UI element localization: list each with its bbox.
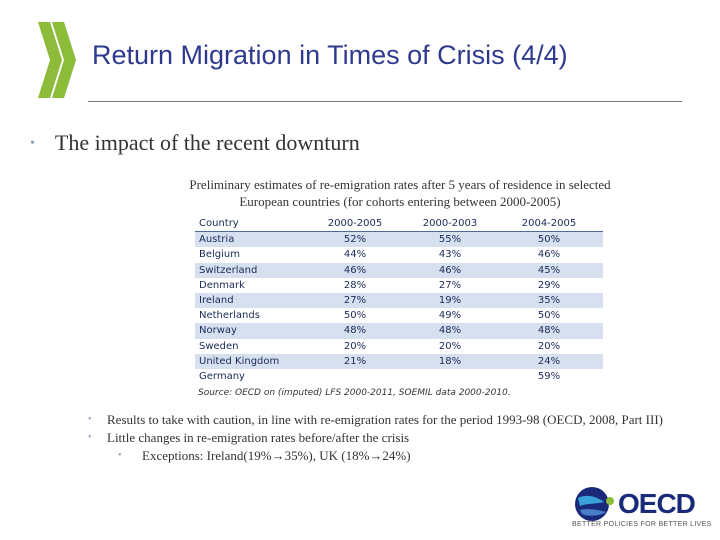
table-cell-country: Germany (199, 370, 245, 382)
table-cell-value: 43% (438, 249, 462, 261)
list-item: • Little changes in re-emigration rates … (80, 430, 700, 446)
table-cell-value: 50% (343, 310, 367, 322)
table-header-row: Country 2000-2005 2000-2003 2004-2005 (195, 216, 603, 232)
table-cell-value: 19% (438, 295, 462, 307)
table-cell-value: 50% (537, 310, 561, 322)
table-cell-value: 29% (537, 279, 561, 291)
title-divider (88, 101, 682, 102)
table-cell-value: 20% (537, 340, 561, 352)
bullet-text: Little changes in re-emigration rates be… (107, 430, 410, 445)
table-source: Source: OECD on (imputed) LFS 2000-2011,… (198, 388, 511, 398)
table-cell-value: 50% (537, 234, 561, 246)
main-bullet: • The impact of the recent downturn (30, 130, 360, 156)
table-cell-value: 27% (438, 279, 462, 291)
table-cell-value: 28% (343, 279, 367, 291)
table-row: Switzerland 46% 46% 45% (195, 262, 603, 278)
table-cell-value: 20% (343, 340, 367, 352)
re-emigration-table: Country 2000-2005 2000-2003 2004-2005 Au… (195, 216, 603, 386)
data-table: Country 2000-2005 2000-2003 2004-2005 Au… (195, 216, 603, 385)
caption-line-1: Preliminary estimates of re-emigration r… (189, 177, 611, 192)
table-cell-value: 48% (343, 325, 367, 337)
table-row: Ireland 27% 19% 35% (195, 292, 603, 309)
table-cell-value: 59% (537, 370, 561, 382)
table-row: United Kingdom 21% 18% 24% (195, 353, 603, 369)
oecd-tagline: BETTER POLICIES FOR BETTER LIVES (572, 521, 712, 528)
list-item: • Results to take with caution, in line … (80, 412, 700, 428)
table-row: Norway 48% 48% 48% (195, 323, 603, 339)
caption-line-2: European countries (for cohorts entering… (239, 194, 561, 209)
sub-list-item: • Exceptions: Ireland(19%→35%), UK (18%→… (80, 448, 700, 464)
table-cell-value: 35% (537, 295, 561, 307)
table-cell-country: Belgium (199, 249, 240, 261)
table-row: Denmark 28% 27% 29% (195, 277, 603, 293)
oecd-wordmark: OECD (618, 488, 696, 519)
table-row: Netherlands 50% 49% 50% (195, 308, 603, 324)
table-cell-country: Sweden (199, 340, 239, 352)
bullet-dot-icon: • (30, 136, 35, 151)
bullet-dot-icon: • (118, 450, 122, 461)
table-cell-country: Ireland (199, 295, 234, 307)
oecd-chevron-icon (38, 22, 76, 98)
bullet-text: Results to take with caution, in line wi… (107, 412, 663, 427)
table-row: Austria 52% 55% 50% (195, 231, 603, 248)
table-cell-value: 49% (438, 310, 462, 322)
bullet-dot-icon: • (88, 432, 92, 443)
table-cell-value: 27% (343, 295, 367, 307)
table-cell-country: Netherlands (199, 310, 260, 322)
table-cell-value (405, 369, 495, 384)
table-cell-value: 45% (537, 264, 561, 276)
table-cell-value: 48% (438, 325, 462, 337)
table-cell-value: 48% (537, 325, 561, 337)
header-2000-2005: 2000-2005 (327, 218, 383, 230)
table-row: Germany 59% (195, 368, 603, 385)
bullet-dot-icon: • (88, 414, 92, 425)
table-cell-value: 18% (438, 355, 462, 367)
table-cell-value: 21% (343, 355, 367, 367)
table-cell-value: 55% (438, 234, 462, 246)
oecd-globe-icon (575, 487, 614, 521)
table-cell-value: 46% (438, 264, 462, 276)
table-caption: Preliminary estimates of re-emigration r… (140, 176, 660, 210)
sub-bullet-text: Exceptions: Ireland(19%→35%), UK (18%→24… (142, 448, 411, 463)
slide-title: Return Migration in Times of Crisis (4/4… (92, 40, 568, 70)
table-cell-value: 24% (537, 355, 561, 367)
table-cell-country: Switzerland (199, 264, 258, 276)
header-country: Country (199, 218, 239, 230)
header-2004-2005: 2004-2005 (521, 218, 577, 230)
table-cell-country: Denmark (199, 279, 245, 291)
table-cell-value: 46% (343, 264, 367, 276)
table-cell-country: Norway (199, 325, 237, 337)
table-cell-value: 46% (537, 249, 561, 261)
header-2000-2003: 2000-2003 (422, 218, 478, 230)
table-cell-value: 20% (438, 340, 462, 352)
table-cell-country: Austria (199, 234, 235, 246)
table-cell-country: United Kingdom (199, 355, 280, 367)
table-row: Belgium 44% 43% 46% (195, 247, 603, 263)
main-bullet-text: The impact of the recent downturn (54, 130, 360, 155)
table-cell-value (305, 369, 405, 384)
table-cell-value: 52% (343, 234, 367, 246)
table-cell-value: 44% (343, 249, 367, 261)
bullet-list: • Results to take with caution, in line … (80, 412, 700, 464)
table-row: Sweden 20% 20% 20% (195, 338, 603, 354)
